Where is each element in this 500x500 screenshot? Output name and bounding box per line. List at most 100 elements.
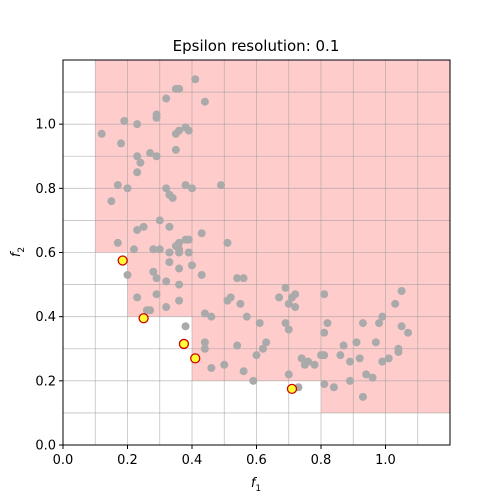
data-point xyxy=(255,319,264,328)
y-tick-label: 0.6 xyxy=(35,246,56,261)
data-point xyxy=(162,94,171,103)
data-point xyxy=(217,181,226,190)
data-point xyxy=(281,283,290,292)
x-tick-label: 0.4 xyxy=(182,453,203,468)
data-point xyxy=(133,226,142,235)
data-point xyxy=(291,303,300,312)
x-axis-label-subscript: 1 xyxy=(255,484,261,494)
data-point xyxy=(297,354,306,363)
data-point xyxy=(284,325,293,334)
x-tick-label: 0.0 xyxy=(53,453,74,468)
data-point xyxy=(120,116,129,125)
data-point xyxy=(184,248,193,257)
data-point xyxy=(233,274,242,283)
data-point xyxy=(378,312,387,321)
data-point xyxy=(175,126,184,135)
data-point xyxy=(162,184,171,193)
data-point xyxy=(239,367,248,376)
data-point xyxy=(223,238,232,247)
y-tick-label: 0.0 xyxy=(35,439,56,454)
data-point xyxy=(152,274,161,283)
data-point xyxy=(320,328,329,337)
data-point xyxy=(336,351,345,360)
y-tick-label: 0.8 xyxy=(35,182,56,197)
data-point xyxy=(320,351,329,360)
data-point xyxy=(391,299,400,308)
data-point xyxy=(281,319,290,328)
data-point xyxy=(220,360,229,369)
data-point xyxy=(320,380,329,389)
data-point xyxy=(133,168,142,177)
data-point xyxy=(165,258,174,267)
data-point xyxy=(200,344,209,353)
data-point xyxy=(375,319,384,328)
data-point xyxy=(107,197,116,206)
pareto-point xyxy=(178,338,190,350)
x-tick-label: 0.6 xyxy=(246,453,267,468)
data-point xyxy=(188,261,196,270)
data-point xyxy=(207,312,216,321)
data-point xyxy=(304,357,313,366)
data-point xyxy=(168,193,177,202)
data-point xyxy=(355,354,364,363)
data-point xyxy=(181,181,190,190)
data-point xyxy=(149,267,158,276)
pareto-point xyxy=(138,313,149,324)
data-point xyxy=(123,184,132,193)
data-point xyxy=(117,139,126,148)
y-axis-ticks: 0.0 0.2 0.4 0.6 0.8 1.0 xyxy=(35,118,63,454)
x-axis-label-main: f xyxy=(251,476,258,491)
data-point xyxy=(378,357,387,366)
data-point xyxy=(368,373,377,382)
data-point xyxy=(133,120,142,129)
data-point xyxy=(165,222,174,231)
data-point xyxy=(236,299,245,308)
data-point xyxy=(346,357,355,366)
y-axis-label-main: f xyxy=(9,250,24,257)
data-point xyxy=(184,235,193,244)
pareto-points xyxy=(117,255,298,395)
data-point xyxy=(404,328,413,337)
data-point xyxy=(275,293,284,302)
data-point xyxy=(97,129,106,138)
data-point xyxy=(242,312,251,321)
data-point xyxy=(175,264,184,273)
data-point xyxy=(184,126,193,135)
data-point xyxy=(191,75,200,84)
data-point xyxy=(133,293,142,302)
y-tick-label: 0.2 xyxy=(35,374,56,389)
data-point xyxy=(155,216,164,225)
pareto-point xyxy=(190,353,201,364)
data-point xyxy=(394,347,403,356)
y-axis-label: f2 xyxy=(9,247,27,257)
data-point xyxy=(152,152,161,161)
data-point xyxy=(123,270,132,279)
data-point xyxy=(284,370,293,379)
data-point xyxy=(320,290,329,299)
data-point xyxy=(155,245,164,254)
data-point xyxy=(239,274,248,283)
y-tick-label: 1.0 xyxy=(35,118,56,133)
data-point xyxy=(233,341,242,350)
data-point xyxy=(175,296,184,305)
data-point xyxy=(162,303,171,312)
data-point xyxy=(197,229,206,238)
data-point xyxy=(152,110,161,119)
x-tick-label: 1.0 xyxy=(375,453,396,468)
data-point xyxy=(197,270,206,279)
pareto-point xyxy=(117,255,128,266)
data-point xyxy=(175,280,184,289)
data-point xyxy=(397,287,406,295)
data-point xyxy=(175,84,184,93)
data-point xyxy=(284,299,293,308)
data-point xyxy=(226,293,235,302)
data-point xyxy=(329,383,338,392)
data-point xyxy=(249,376,258,385)
pareto-point xyxy=(286,383,298,395)
x-axis-ticks: 0.0 0.2 0.4 0.6 0.8 1.0 xyxy=(53,445,396,468)
data-point xyxy=(146,149,155,158)
data-point xyxy=(258,344,267,353)
data-point xyxy=(175,238,184,247)
x-axis-label: f1 xyxy=(251,476,261,494)
